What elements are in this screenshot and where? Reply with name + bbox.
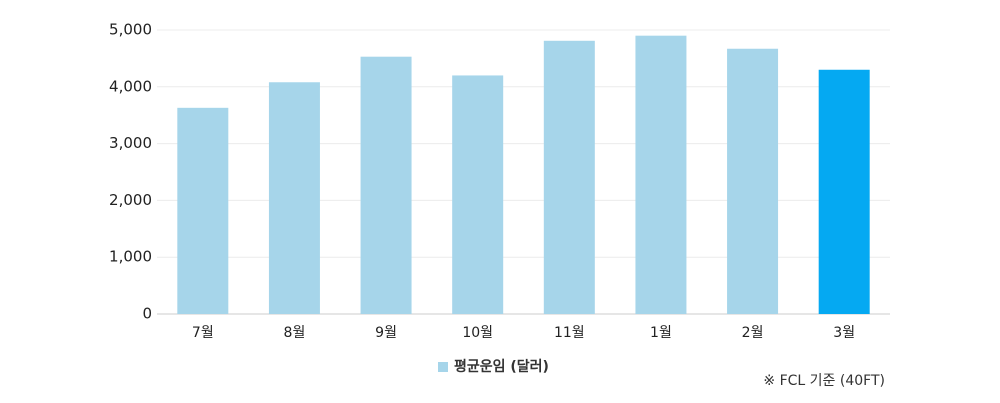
- bar: [177, 107, 229, 314]
- y-tick-label: 3,000: [109, 134, 152, 152]
- x-tick-label: 1월: [650, 325, 672, 341]
- x-tick-label: 11월: [554, 325, 585, 341]
- bar: [452, 75, 504, 314]
- bar: [268, 82, 320, 314]
- bar: [543, 40, 595, 315]
- y-tick-label: 4,000: [109, 77, 152, 95]
- bar: [360, 56, 412, 315]
- x-tick-label: 3월: [833, 325, 855, 341]
- y-tick-label: 5,000: [109, 21, 152, 39]
- y-tick-label: 2,000: [109, 191, 152, 209]
- x-tick-label: 2월: [742, 325, 764, 341]
- annotation: ※ FCL 기준 (40FT): [763, 373, 885, 389]
- bar: [635, 35, 687, 315]
- x-tick-label: 7월: [192, 325, 214, 341]
- legend-label: 평균운임 (달러): [454, 358, 549, 375]
- x-tick-label: 10월: [462, 325, 493, 341]
- bar: [818, 69, 870, 314]
- x-tick-label: 8월: [284, 325, 306, 341]
- x-tick-label: 9월: [375, 325, 397, 341]
- y-tick-label: 0: [142, 305, 152, 323]
- bar: [727, 48, 779, 315]
- y-tick-label: 1,000: [109, 248, 152, 266]
- legend-swatch: [438, 362, 448, 372]
